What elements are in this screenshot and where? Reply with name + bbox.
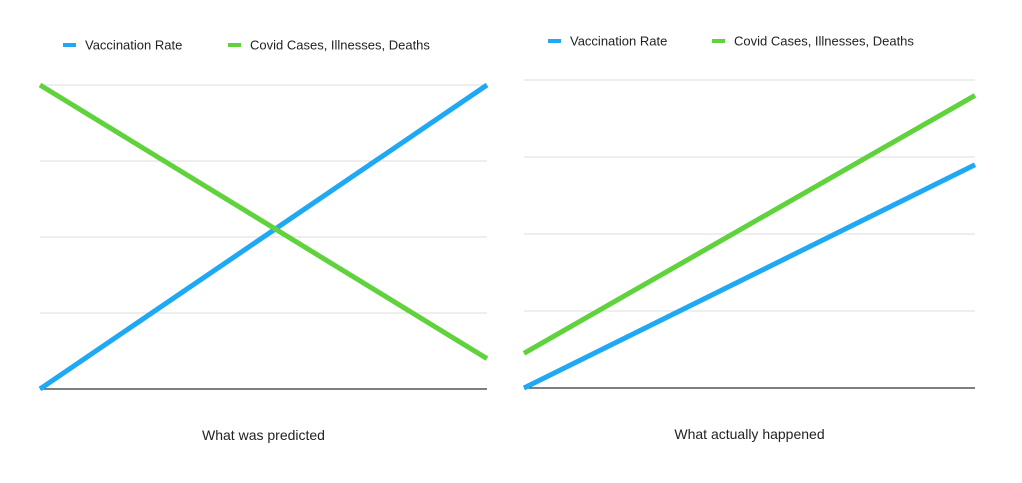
legend-entry: Vaccination Rate xyxy=(63,38,182,53)
legend-swatch xyxy=(548,39,561,43)
x-axis-label: What actually happened xyxy=(674,426,824,442)
x-axis-label: What was predicted xyxy=(202,427,325,443)
series-line-covid-cases xyxy=(38,82,489,361)
legend-swatch xyxy=(228,43,241,47)
legend-entry: Covid Cases, Illnesses, Deaths xyxy=(712,34,914,49)
series-line-vaccination-rate xyxy=(522,162,977,391)
legend-label: Vaccination Rate xyxy=(570,34,667,49)
legend-label: Covid Cases, Illnesses, Deaths xyxy=(250,38,430,53)
chart-actual: Vaccination Rate Covid Cases, Illnesses, … xyxy=(522,34,977,442)
series-line-covid-cases xyxy=(522,93,977,356)
chart-predicted: Vaccination Rate Covid Cases, Illnesses, … xyxy=(38,38,489,443)
legend-label: Vaccination Rate xyxy=(85,38,182,53)
legend-entry: Vaccination Rate xyxy=(548,34,667,49)
legend-label: Covid Cases, Illnesses, Deaths xyxy=(734,34,914,49)
series-line-vaccination-rate xyxy=(38,82,489,392)
legend-swatch xyxy=(712,39,725,43)
legend-entry: Covid Cases, Illnesses, Deaths xyxy=(228,38,430,53)
legend-swatch xyxy=(63,43,76,47)
